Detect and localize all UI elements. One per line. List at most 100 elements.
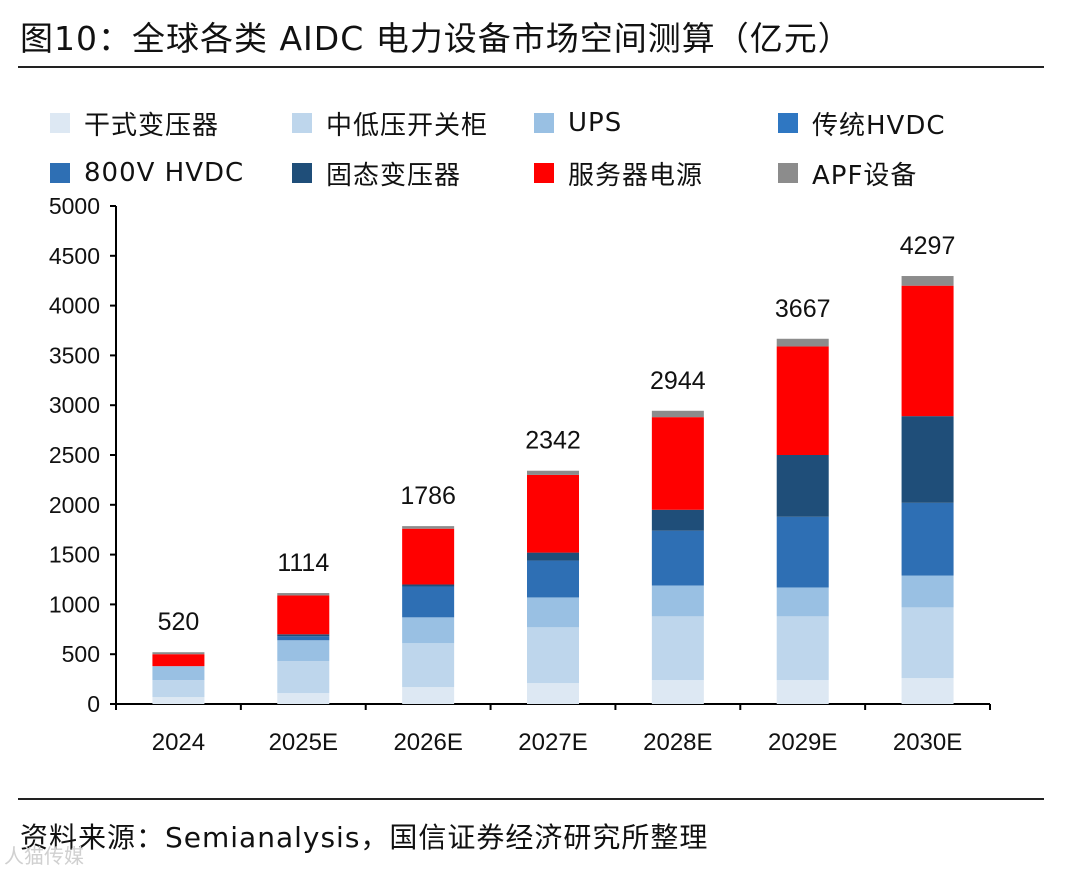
- bar-segment: [402, 687, 455, 704]
- legend-swatch: [50, 113, 70, 133]
- legend-label: UPS: [568, 108, 623, 138]
- y-tick-label: 3000: [49, 392, 100, 418]
- y-tick-label: 1500: [49, 542, 100, 568]
- bar-segment: [527, 474, 579, 553]
- bar-segment: [152, 697, 205, 704]
- y-tick-label: 500: [62, 641, 100, 667]
- bar-segment: [901, 502, 954, 576]
- legend-swatch: [292, 113, 312, 133]
- legend-item: 800V HVDC: [50, 158, 244, 188]
- bar-segment: [776, 587, 829, 617]
- legend-swatch: [50, 163, 70, 183]
- bar-segment: [402, 643, 455, 688]
- total-label: 520: [158, 608, 200, 636]
- bar-segment: [402, 617, 455, 644]
- legend-label: 800V HVDC: [84, 158, 245, 188]
- bar-segment: [651, 530, 704, 586]
- legend-swatch: [292, 163, 312, 183]
- bar-segment: [402, 586, 455, 618]
- x-tick-label: 2026E: [393, 729, 462, 756]
- bar-segment: [527, 470, 579, 475]
- bar-segment: [527, 560, 579, 598]
- total-label: 4297: [900, 232, 956, 260]
- bar-segment: [152, 652, 205, 655]
- bar-segment: [402, 584, 455, 587]
- legend-label: APF设备: [812, 160, 918, 191]
- bar-segment: [901, 678, 954, 704]
- x-tick-label: 2028E: [643, 729, 712, 756]
- chart-title: 图10：全球各类 AIDC 电力设备市场空间测算（亿元）: [20, 19, 852, 58]
- bar-segment: [651, 509, 704, 531]
- bar-segment: [152, 654, 205, 667]
- legend-item: 传统HVDC: [778, 108, 946, 141]
- bar-segment: [776, 680, 829, 704]
- bar-segment: [402, 528, 455, 585]
- legend-label: 服务器电源: [568, 160, 704, 191]
- x-tick-label: 2027E: [518, 729, 587, 756]
- total-label: 1114: [277, 549, 329, 577]
- y-tick-label: 4500: [49, 243, 100, 269]
- bar-segment: [527, 597, 579, 628]
- bar-segment: [527, 683, 579, 704]
- legend-item: UPS: [534, 108, 622, 138]
- bar-segment: [651, 585, 704, 617]
- legend-label: 干式变压器: [84, 110, 220, 141]
- source-note: 资料来源：Semianalysis，国信证券经济研究所整理: [20, 821, 709, 854]
- bar-segment: [776, 616, 829, 681]
- legend-item: 中低压开关柜: [292, 108, 488, 141]
- bar-segment: [277, 595, 330, 635]
- bar-segment: [776, 338, 829, 347]
- x-tick-label: 2029E: [768, 729, 837, 756]
- x-tick-label: 2030E: [893, 729, 962, 756]
- bar-segment: [901, 276, 954, 286]
- bar-segment: [277, 593, 330, 596]
- watermark: 人猫传媒: [4, 844, 84, 868]
- y-tick-label: 2000: [49, 492, 100, 518]
- bar-segment: [651, 680, 704, 704]
- bar-segment: [776, 346, 829, 455]
- legend-swatch: [778, 113, 798, 133]
- total-label: 3667: [775, 295, 831, 323]
- total-label: 1786: [400, 482, 456, 510]
- total-label: 2944: [650, 367, 706, 395]
- legend-swatch: [778, 163, 798, 183]
- bar-segment: [901, 607, 954, 679]
- bar-segment: [527, 552, 579, 561]
- bar-segment: [277, 693, 330, 704]
- legend-label: 固态变压器: [326, 160, 462, 191]
- legend-label: 传统HVDC: [812, 110, 946, 141]
- bar-segment: [277, 640, 330, 662]
- y-tick-label: 1000: [49, 591, 100, 617]
- y-tick-label: 0: [87, 691, 100, 717]
- bar-segment: [277, 634, 330, 637]
- bar-segment: [277, 636, 330, 641]
- y-tick-label: 3500: [49, 342, 100, 368]
- legend-item: 固态变压器: [292, 158, 461, 191]
- bar-segment: [901, 285, 954, 417]
- bar-segment: [152, 666, 205, 681]
- x-tick-label: 2024: [152, 729, 205, 756]
- total-label: 2342: [525, 427, 581, 455]
- legend-label: 中低压开关柜: [326, 110, 489, 141]
- legend-item: APF设备: [778, 158, 917, 191]
- footer-rule: [18, 798, 1044, 800]
- legend-swatch: [534, 113, 554, 133]
- bar-segment: [277, 661, 330, 694]
- y-tick-label: 2500: [49, 442, 100, 468]
- bar-segment: [901, 575, 954, 608]
- bar-segment: [901, 416, 954, 503]
- title-rule: [18, 66, 1044, 68]
- bar-segment: [651, 616, 704, 681]
- bar-segment: [152, 680, 205, 698]
- bar-segment: [651, 410, 704, 418]
- legend-swatch: [534, 163, 554, 183]
- bar-segment: [776, 455, 829, 517]
- x-tick-label: 2025E: [269, 729, 338, 756]
- y-tick-label: 5000: [49, 193, 100, 219]
- legend-item: 干式变压器: [50, 108, 219, 141]
- y-tick-label: 4000: [49, 293, 100, 319]
- bar-segment: [651, 417, 704, 510]
- bar-segment: [402, 526, 455, 529]
- bar-segment: [776, 516, 829, 588]
